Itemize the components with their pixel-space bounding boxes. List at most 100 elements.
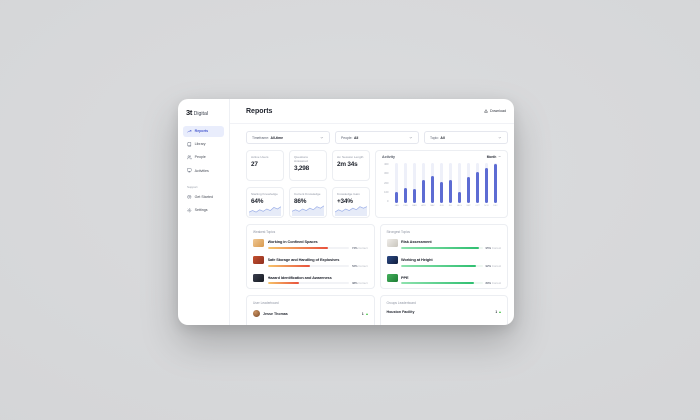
progress-bar (267, 264, 350, 267)
stat-card-knowledge-gain: Knowledge Gain +34% (332, 187, 370, 218)
sidebar: 3t Digital Reports Library People Activi… (178, 99, 230, 325)
x-axis-label: DEC (493, 204, 498, 207)
sidebar-item-get-started[interactable]: Get Started (183, 192, 224, 203)
sidebar-item-reports[interactable]: Reports (183, 126, 224, 137)
topic-name: Hazard Identification and Awareness (267, 274, 332, 280)
sparkline-chart (292, 205, 324, 216)
stat-card-session-length: Av. Session Length 2m 34s (332, 150, 370, 181)
topic-item: PPE 89% Correct (386, 274, 501, 285)
progress-bar (401, 246, 483, 249)
x-axis-label: MAR (412, 204, 417, 207)
page-title: Reports (246, 107, 273, 115)
stat-value: 3,298 (294, 165, 309, 172)
activity-bar (428, 163, 437, 203)
x-axis-label: FEB (403, 204, 408, 207)
download-button[interactable]: Download (484, 109, 506, 113)
users-icon (187, 155, 192, 160)
topic-item: Hazard Identification and Awareness 38% … (253, 274, 368, 285)
filter-label: People: (341, 135, 353, 140)
topic-name: Risk Assessment (401, 239, 432, 244)
user-leaderboard-card: User Leaderboard Jesse Thomas 1 (246, 295, 375, 325)
sidebar-item-label: Reports (194, 129, 209, 134)
chevron-down-icon (410, 136, 413, 139)
chart-y-axis: 400 300 200 100 0 (382, 163, 391, 203)
chart-line-icon (187, 130, 192, 133)
topic-name: Working at Height (401, 256, 433, 262)
strongest-topics-card: Strongest Topics Risk Assessment 95% Cor… (379, 224, 508, 289)
stat-value: 64% (251, 198, 264, 205)
progress-bar (401, 264, 483, 267)
sidebar-item-label: Settings (194, 208, 208, 213)
stat-label: Av. Session Length (337, 154, 364, 159)
sidebar-item-library[interactable]: Library (183, 139, 224, 150)
topic-name: PPE (401, 274, 409, 280)
chevron-down-icon (498, 156, 501, 158)
activity-title: Activity (382, 155, 395, 159)
topic-thumbnail (253, 274, 264, 283)
topic-name: Working in Confined Spaces (267, 239, 318, 244)
sparkline-chart (249, 206, 281, 216)
card-title: Strongest Topics (386, 230, 411, 234)
progress-bar (401, 282, 483, 285)
activity-card: Activity Month 400 300 200 100 0 JAN FEB MAR AP… (375, 150, 508, 218)
logo-mark: 3t (186, 108, 193, 117)
topic-score: 52% Correct (351, 263, 368, 268)
topic-item: Working in Confined Spaces 74% Correct (253, 238, 368, 250)
filter-value: All (354, 135, 359, 140)
filter-label: Timeframe: (252, 135, 270, 140)
stat-card-current-knowledge: Current Knowledge 86% (289, 187, 327, 218)
chevron-down-icon (321, 136, 324, 139)
page-header: Reports Download (230, 99, 514, 124)
people-select[interactable]: People: All (335, 131, 419, 144)
filter-label: Topic: (430, 135, 439, 140)
monitor-icon (187, 168, 192, 173)
filter-value: All (440, 135, 445, 140)
stat-label: Questions Answered (294, 154, 308, 163)
sidebar-item-label: Library (194, 142, 206, 147)
x-axis-label: MAY (430, 204, 435, 207)
activity-bar (392, 163, 401, 203)
topic-thumbnail (253, 256, 264, 265)
progress-bar (267, 282, 350, 285)
stat-value: 86% (294, 198, 307, 205)
activity-bar (455, 163, 464, 203)
stat-card-questions-answered: Questions Answered 3,298 (289, 150, 327, 181)
stat-label: Active Users (251, 154, 269, 159)
y-axis-tick: 300 (384, 172, 389, 176)
topic-score: 74% Correct (351, 245, 368, 250)
avatar (253, 310, 260, 317)
sidebar-item-people[interactable]: People (183, 152, 224, 163)
sidebar-item-settings[interactable]: Settings (183, 205, 224, 216)
stat-value: +34% (337, 198, 353, 205)
sidebar-item-activities[interactable]: Activities (183, 165, 224, 176)
leaderboard-row: Houston Facility 1 (387, 310, 501, 314)
topic-score: 95% Correct (485, 245, 501, 250)
sidebar-item-label: People (194, 155, 206, 160)
topic-item: Working at Height 92% Correct (386, 256, 501, 268)
card-title: Groups Leaderboard (386, 301, 416, 305)
activity-bar (473, 163, 482, 203)
download-label: Download (490, 109, 506, 113)
topic-name: Safe Storage and Handling of Explosives (267, 256, 340, 262)
x-axis-label: AUG (457, 204, 462, 207)
x-axis-label: JUL (448, 204, 453, 207)
activity-bar (446, 163, 455, 203)
sidebar-item-label: Activities (194, 168, 209, 173)
topic-thumbnail (386, 256, 398, 265)
map-pin-icon (187, 194, 192, 200)
topic-select[interactable]: Topic: All (424, 131, 508, 144)
progress-bar (267, 246, 350, 249)
chart-period-select[interactable]: Month (487, 155, 501, 159)
book-icon (187, 142, 192, 147)
topic-item: Risk Assessment 95% Correct (386, 238, 501, 250)
activity-bar (401, 163, 410, 203)
timeframe-select[interactable]: Timeframe: All-time (246, 131, 330, 144)
content: Timeframe: All-time People: All Topic: All … (230, 124, 514, 325)
leaderboard-rank: 1 (362, 312, 368, 316)
stat-card-active-users: Active Users 27 (246, 150, 284, 181)
card-title: Weakest Topics (253, 230, 276, 234)
y-axis-tick: 200 (384, 181, 389, 185)
topic-thumbnail (386, 238, 398, 247)
activity-bar (410, 163, 419, 203)
logo-text: Digital (193, 111, 208, 117)
